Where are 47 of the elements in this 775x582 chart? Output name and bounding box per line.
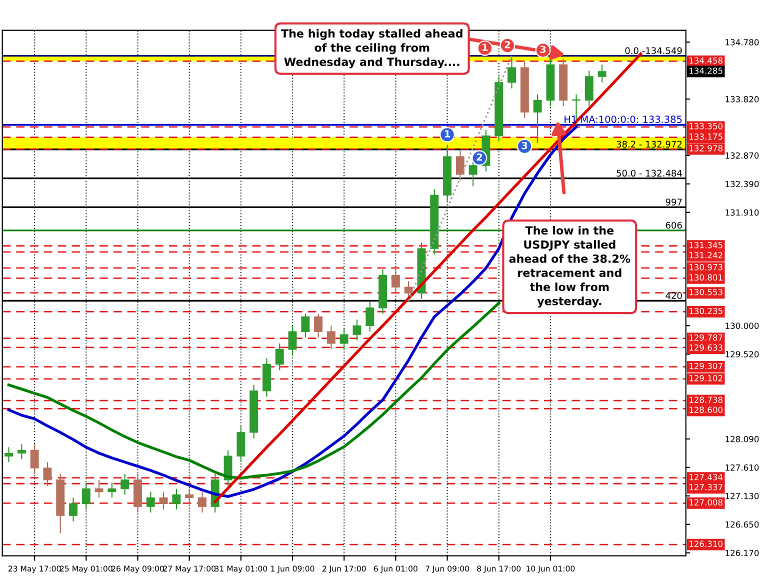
annotation: 420 bbox=[666, 292, 682, 299]
y-tick-label: 132.390 bbox=[726, 180, 759, 188]
text: 134.285 bbox=[690, 68, 722, 74]
ref-line-label: 129.102 bbox=[690, 375, 722, 382]
y-tick-label: 134.780 bbox=[726, 39, 759, 46]
annotation: 50.0 - 132.484 bbox=[616, 170, 682, 177]
ref-line-label: 127.008 bbox=[690, 499, 722, 506]
ref-line-label: 131.345 bbox=[690, 242, 722, 248]
ref-line-label: 126.310 bbox=[690, 540, 723, 547]
ref-line-label: 130.801 bbox=[690, 274, 722, 281]
annotation: 2 bbox=[504, 40, 510, 48]
ref-line-label: 129.307 bbox=[690, 362, 722, 370]
annotation: 1 bbox=[444, 130, 450, 138]
annotation: 38.2 - 132.972 bbox=[616, 140, 682, 148]
ref-line-label: 129.633 bbox=[690, 344, 722, 351]
ref-line-label: 130.235 bbox=[690, 308, 722, 314]
ref-line-label: 132.978 bbox=[690, 145, 722, 152]
ref-line-label: 133.350 bbox=[690, 123, 723, 130]
ref-line-label: 127.434 bbox=[690, 474, 723, 480]
y-tick-label: 126.170 bbox=[726, 550, 759, 556]
ref-line-label: 133.175 bbox=[690, 133, 722, 140]
y-tick-label: 127.130 bbox=[726, 492, 759, 500]
y-tick-label: 129.520 bbox=[726, 351, 759, 358]
y-tick-label: 131.910 bbox=[726, 209, 759, 216]
ref-line-label: 129.787 bbox=[690, 334, 722, 341]
y-tick-label: 127.610 bbox=[726, 464, 759, 471]
annotation: 1 bbox=[482, 44, 488, 51]
y-tick-label: 126.650 bbox=[726, 521, 759, 528]
annotation: 606 bbox=[666, 222, 682, 229]
ref-line-label: 128.600 bbox=[690, 406, 723, 413]
annotation: 997 bbox=[666, 198, 682, 206]
ref-line-label: 128.738 bbox=[690, 396, 722, 403]
y-tick-label: 128.090 bbox=[726, 436, 759, 442]
annotation: 3 bbox=[522, 142, 528, 150]
y-tick-label: 132.870 bbox=[726, 152, 759, 159]
y-tick-label: 130.000 bbox=[726, 322, 759, 329]
annotation: The low in the USDJPY stalled ahead of the 38.2% retracement and the low from yesterday. bbox=[509, 226, 630, 308]
annotation: 3 bbox=[540, 46, 546, 54]
annotation: 2 bbox=[476, 153, 482, 161]
annotation: The high today stalled ahead of the ceiling from Wednesday and Thursday.... bbox=[281, 29, 462, 68]
annotation: 0.0 -134.549 bbox=[625, 47, 682, 54]
ref-line-label: 130.553 bbox=[690, 288, 722, 296]
ref-line-label: 127.337 bbox=[690, 484, 722, 490]
ref-line-label: 134.458 bbox=[690, 57, 722, 64]
ref-line-label: 130.973 bbox=[690, 264, 722, 270]
ref-line-label: 131.242 bbox=[690, 252, 722, 258]
y-tick-label: 133.820 bbox=[726, 96, 759, 102]
